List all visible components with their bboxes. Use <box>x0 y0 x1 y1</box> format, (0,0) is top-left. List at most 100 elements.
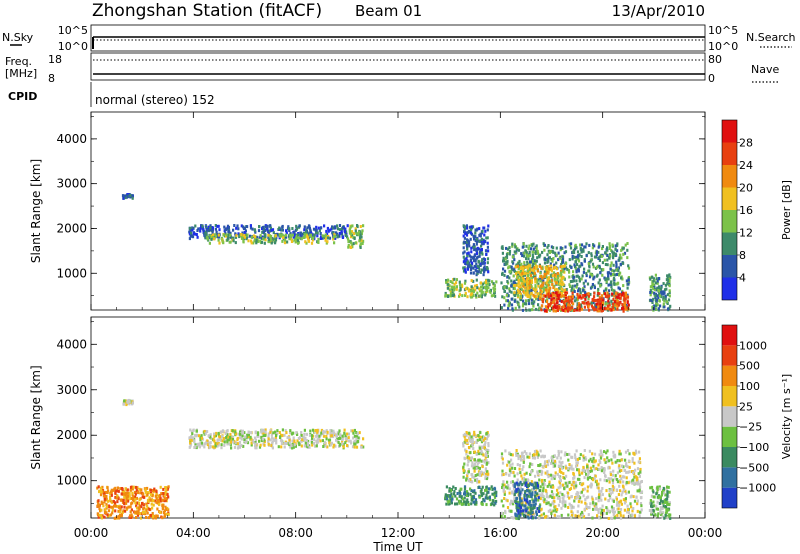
power-cell <box>613 294 616 298</box>
velocity-cell <box>638 457 641 461</box>
power-cell <box>129 193 132 197</box>
power-cell <box>606 246 609 250</box>
power-cell <box>269 229 272 233</box>
velocity-cell <box>616 459 619 462</box>
velocity-cell <box>529 472 532 476</box>
power-cell <box>522 284 525 288</box>
velocity-cell <box>155 492 158 496</box>
velocity-cell <box>463 500 466 504</box>
velocity-cell <box>471 461 474 465</box>
velocity-cell <box>205 441 208 445</box>
power-cell <box>575 246 578 250</box>
power-cell <box>559 282 562 285</box>
power-cell <box>514 245 517 249</box>
velocity-cell <box>462 501 465 505</box>
power-cell <box>527 257 530 261</box>
velocity-cell <box>254 446 257 450</box>
power-cell <box>547 259 550 263</box>
velocity-cell <box>501 483 504 487</box>
velocity-cell <box>134 501 137 505</box>
velocity-cell <box>488 498 492 502</box>
velocity-cell <box>579 491 582 495</box>
velocity-cell <box>230 437 233 441</box>
velocity-cell <box>238 436 241 440</box>
power-cell <box>281 239 284 243</box>
power-cell <box>483 240 486 244</box>
velocity-cell <box>623 508 626 512</box>
velocity-cell <box>552 465 555 468</box>
power-cell <box>192 226 195 230</box>
power-cell <box>194 224 197 228</box>
velocity-cell <box>600 508 604 512</box>
velocity-cell <box>99 509 102 513</box>
velocity-cell <box>632 480 635 484</box>
velocity-cell <box>618 469 621 473</box>
power-cell <box>333 226 336 230</box>
velocity-cell <box>596 485 599 489</box>
power-cell <box>284 233 287 237</box>
velocity-cell <box>561 501 564 505</box>
nsky-tick-bottom: 10^0 <box>58 40 88 53</box>
velocity-cell <box>164 498 167 502</box>
velocity-cell <box>493 487 497 491</box>
power-cell <box>479 285 483 289</box>
power-cell <box>309 230 312 234</box>
velocity-cell <box>290 444 293 448</box>
power-cell <box>527 302 531 306</box>
power-cell <box>262 226 265 230</box>
velocity-cell <box>220 443 223 447</box>
power-cell <box>475 250 479 254</box>
velocity-cell <box>466 471 469 475</box>
power-cell <box>503 296 506 300</box>
power-cell <box>295 234 298 238</box>
power-cell <box>592 265 595 269</box>
velocity-cell <box>164 497 167 501</box>
power-cell <box>586 292 589 296</box>
power-cell <box>250 239 253 243</box>
power-cell <box>614 247 617 251</box>
velocity-cell <box>229 443 232 447</box>
velocity-cell <box>523 450 526 454</box>
power-cell <box>517 270 520 274</box>
power-cell <box>463 281 467 285</box>
velocity-cell <box>536 450 539 454</box>
velocity-cell <box>562 476 565 479</box>
power-cell <box>466 260 469 264</box>
power-cell <box>538 255 541 259</box>
velocity-cell <box>468 436 471 440</box>
power-cell <box>573 299 577 303</box>
velocity-cell <box>569 466 572 470</box>
power-cell <box>593 291 596 295</box>
power-cell <box>519 295 522 298</box>
velocity-cell <box>471 443 474 447</box>
velocity-cell <box>633 461 636 465</box>
power-cell <box>510 284 513 288</box>
velocity-cell <box>528 499 531 503</box>
velocity-cell <box>156 514 159 518</box>
velocity-cell <box>517 454 520 458</box>
power-cell <box>614 303 617 307</box>
power-cell <box>531 257 534 261</box>
power-cell <box>534 252 537 255</box>
velocity-cell <box>267 442 270 446</box>
power-cell <box>603 292 606 296</box>
power-cell <box>317 240 320 244</box>
power-cell <box>555 281 558 285</box>
power-cell <box>595 308 598 312</box>
power-cell <box>463 227 466 231</box>
velocity-cell <box>531 507 534 511</box>
power-cell <box>478 247 481 251</box>
velocity-cell <box>244 435 247 439</box>
velocity-cell <box>300 444 303 448</box>
velocity-cell <box>593 507 597 511</box>
power-cell <box>240 224 243 228</box>
power-cell <box>618 256 621 260</box>
power-cell <box>658 277 661 280</box>
power-cell <box>589 292 592 296</box>
velocity-cell <box>487 442 490 445</box>
power-cell <box>547 295 550 299</box>
velocity-cell <box>583 449 586 452</box>
velocity-cell <box>558 476 562 480</box>
power-cell <box>570 299 573 303</box>
power-cell <box>517 275 520 279</box>
